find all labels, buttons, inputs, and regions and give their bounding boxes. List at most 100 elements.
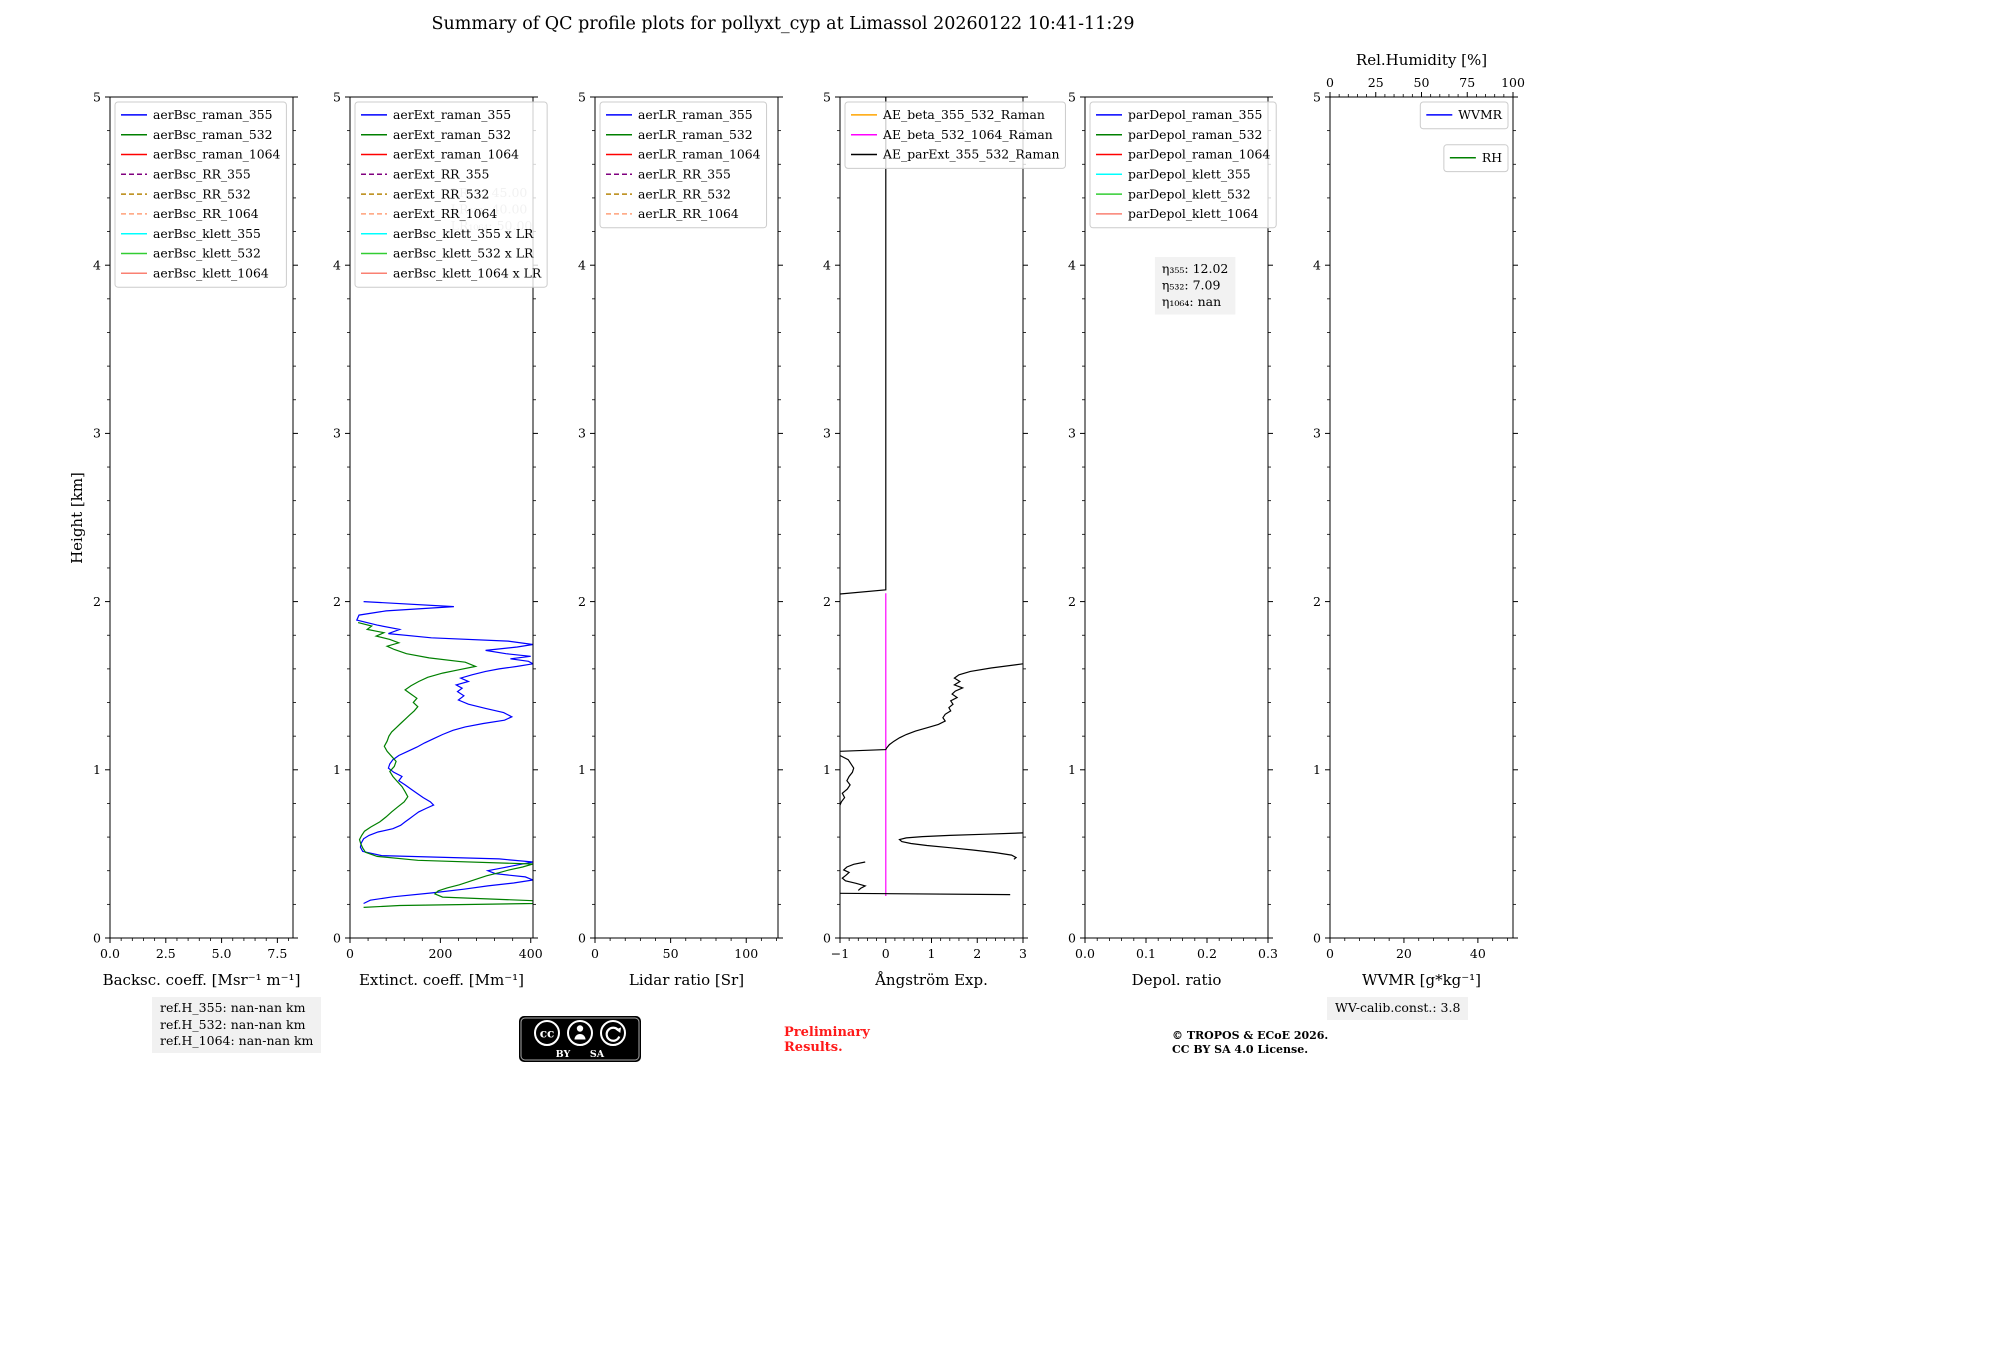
svg-text:aerLR_raman_532: aerLR_raman_532 (638, 127, 753, 142)
svg-text:5: 5 (1068, 89, 1076, 104)
series-group (840, 97, 1023, 896)
svg-text:1: 1 (578, 762, 586, 777)
svg-text:200: 200 (428, 946, 452, 961)
series-AE_parExt_355_532_Raman (840, 97, 887, 595)
svg-text:aerExt_raman_1064: aerExt_raman_1064 (393, 147, 519, 162)
svg-text:5: 5 (93, 89, 101, 104)
svg-text:2: 2 (973, 946, 981, 961)
person-icon (567, 1020, 593, 1046)
svg-text:4: 4 (1068, 258, 1076, 273)
svg-text:2: 2 (823, 594, 831, 609)
svg-text:3: 3 (578, 426, 586, 441)
svg-text:1: 1 (333, 762, 341, 777)
legend-box (844, 101, 1066, 169)
svg-text:2: 2 (93, 594, 101, 609)
copyright-line1: © TROPOS & ECoE 2026. (1172, 1029, 1329, 1042)
wv-calib-value: WV-calib.const.: 3.8 (1335, 1000, 1461, 1015)
svg-text:50: 50 (1414, 75, 1430, 90)
svg-text:0.0: 0.0 (1075, 946, 1095, 961)
svg-text:20: 20 (1396, 946, 1412, 961)
svg-text:1: 1 (1313, 762, 1321, 777)
svg-text:5: 5 (823, 89, 831, 104)
svg-text:0: 0 (1326, 75, 1334, 90)
badge-sa-label: SA (590, 1049, 605, 1060)
svg-text:2: 2 (333, 594, 341, 609)
svg-text:aerExt_RR_355: aerExt_RR_355 (393, 167, 489, 182)
svg-text:0: 0 (578, 930, 586, 945)
svg-text:AE_beta_355_532_Raman: AE_beta_355_532_Raman (882, 107, 1045, 122)
svg-text:aerBsc_RR_355: aerBsc_RR_355 (153, 167, 251, 182)
svg-text:aerBsc_raman_355: aerBsc_raman_355 (153, 107, 273, 122)
svg-text:aerExt_raman_355: aerExt_raman_355 (393, 107, 511, 122)
svg-text:η₁₀₆₄: nan: η₁₀₆₄: nan (1162, 294, 1221, 309)
svg-text:aerLR_RR_532: aerLR_RR_532 (638, 186, 731, 201)
svg-text:−1: −1 (831, 946, 849, 961)
legend-box (114, 101, 287, 288)
series-AE_parExt_355_532_Raman (898, 832, 1023, 860)
series-AE_parExt_355_532_Raman (841, 861, 867, 891)
svg-text:1: 1 (1068, 762, 1076, 777)
svg-text:aerBsc_klett_355: aerBsc_klett_355 (153, 226, 261, 241)
svg-text:Ångström Exp.: Ångström Exp. (874, 971, 988, 989)
svg-text:RH: RH (1482, 150, 1502, 165)
svg-text:3: 3 (1019, 946, 1027, 961)
cc-by-sa-badge: cc BY SA (519, 1016, 641, 1066)
svg-text:4: 4 (93, 258, 101, 273)
svg-text:0: 0 (591, 946, 599, 961)
svg-text:η₅₃₂: 7.09: η₅₃₂: 7.09 (1162, 277, 1221, 292)
svg-text:3: 3 (823, 426, 831, 441)
svg-text:WVMR [g*kg⁻¹]: WVMR [g*kg⁻¹] (1362, 971, 1481, 989)
svg-text:50: 50 (663, 946, 679, 961)
svg-text:aerLR_raman_1064: aerLR_raman_1064 (638, 147, 761, 162)
svg-text:AE_parExt_355_532_Raman: AE_parExt_355_532_Raman (882, 147, 1059, 162)
svg-text:3: 3 (1068, 426, 1076, 441)
svg-text:2: 2 (578, 594, 586, 609)
svg-text:Backsc. coeff. [Msr⁻¹ m⁻¹]: Backsc. coeff. [Msr⁻¹ m⁻¹] (103, 971, 301, 989)
cc-icon: cc (534, 1020, 560, 1046)
svg-text:aerLR_RR_355: aerLR_RR_355 (638, 167, 731, 182)
svg-text:aerExt_raman_532: aerExt_raman_532 (393, 127, 511, 142)
legend-box (599, 101, 768, 229)
svg-text:0: 0 (333, 930, 341, 945)
svg-text:4: 4 (578, 258, 586, 273)
cc-by-sa-badge-icon: cc BY SA (519, 1016, 641, 1062)
series-AE_parExt_355_532_Raman (840, 892, 1011, 896)
svg-text:25: 25 (1368, 75, 1384, 90)
svg-text:40: 40 (1470, 946, 1486, 961)
series-aerExt_raman_532 (357, 622, 533, 908)
svg-text:3: 3 (333, 426, 341, 441)
preliminary-line1: Preliminary (784, 1025, 870, 1040)
ref-h-532: ref.H_532: nan-nan km (160, 1016, 306, 1032)
svg-text:2: 2 (1313, 594, 1321, 609)
svg-text:η₃₅₅: 12.02: η₃₅₅: 12.02 (1162, 261, 1229, 276)
svg-text:5.0: 5.0 (212, 946, 232, 961)
series-group (355, 601, 533, 908)
legend-box (1089, 101, 1277, 229)
series-AE_parExt_355_532_Raman (840, 663, 1023, 752)
svg-text:aerBsc_klett_532: aerBsc_klett_532 (153, 246, 261, 261)
svg-text:Rel.Humidity [%]: Rel.Humidity [%] (1356, 51, 1487, 69)
svg-text:0.0: 0.0 (100, 946, 120, 961)
svg-text:aerExt_RR_532: aerExt_RR_532 (393, 186, 489, 201)
svg-text:0.3: 0.3 (1258, 946, 1278, 961)
svg-text:aerExt_RR_1064: aerExt_RR_1064 (393, 206, 497, 221)
svg-text:5: 5 (333, 89, 341, 104)
svg-text:400: 400 (519, 946, 543, 961)
svg-text:parDepol_klett_532: parDepol_klett_532 (1128, 186, 1251, 201)
svg-text:0.1: 0.1 (1136, 946, 1156, 961)
svg-text:0: 0 (823, 930, 831, 945)
series-AE_parExt_355_532_Raman (840, 754, 855, 806)
svg-text:aerBsc_klett_1064: aerBsc_klett_1064 (153, 266, 269, 281)
svg-text:2: 2 (1068, 594, 1076, 609)
share-alike-icon (600, 1020, 626, 1046)
ref-h-355: ref.H_355: nan-nan km (160, 1000, 306, 1015)
svg-text:7.5: 7.5 (267, 946, 287, 961)
badge-by-label: BY (556, 1049, 571, 1060)
svg-text:aerBsc_raman_532: aerBsc_raman_532 (153, 127, 273, 142)
panel-depol: 0 1 2 3 4 5 0.0 0.1 0.2 0.3 Depol. ratio η₃₅₅: 12.0… (1068, 89, 1278, 989)
legend-box (1443, 144, 1509, 173)
